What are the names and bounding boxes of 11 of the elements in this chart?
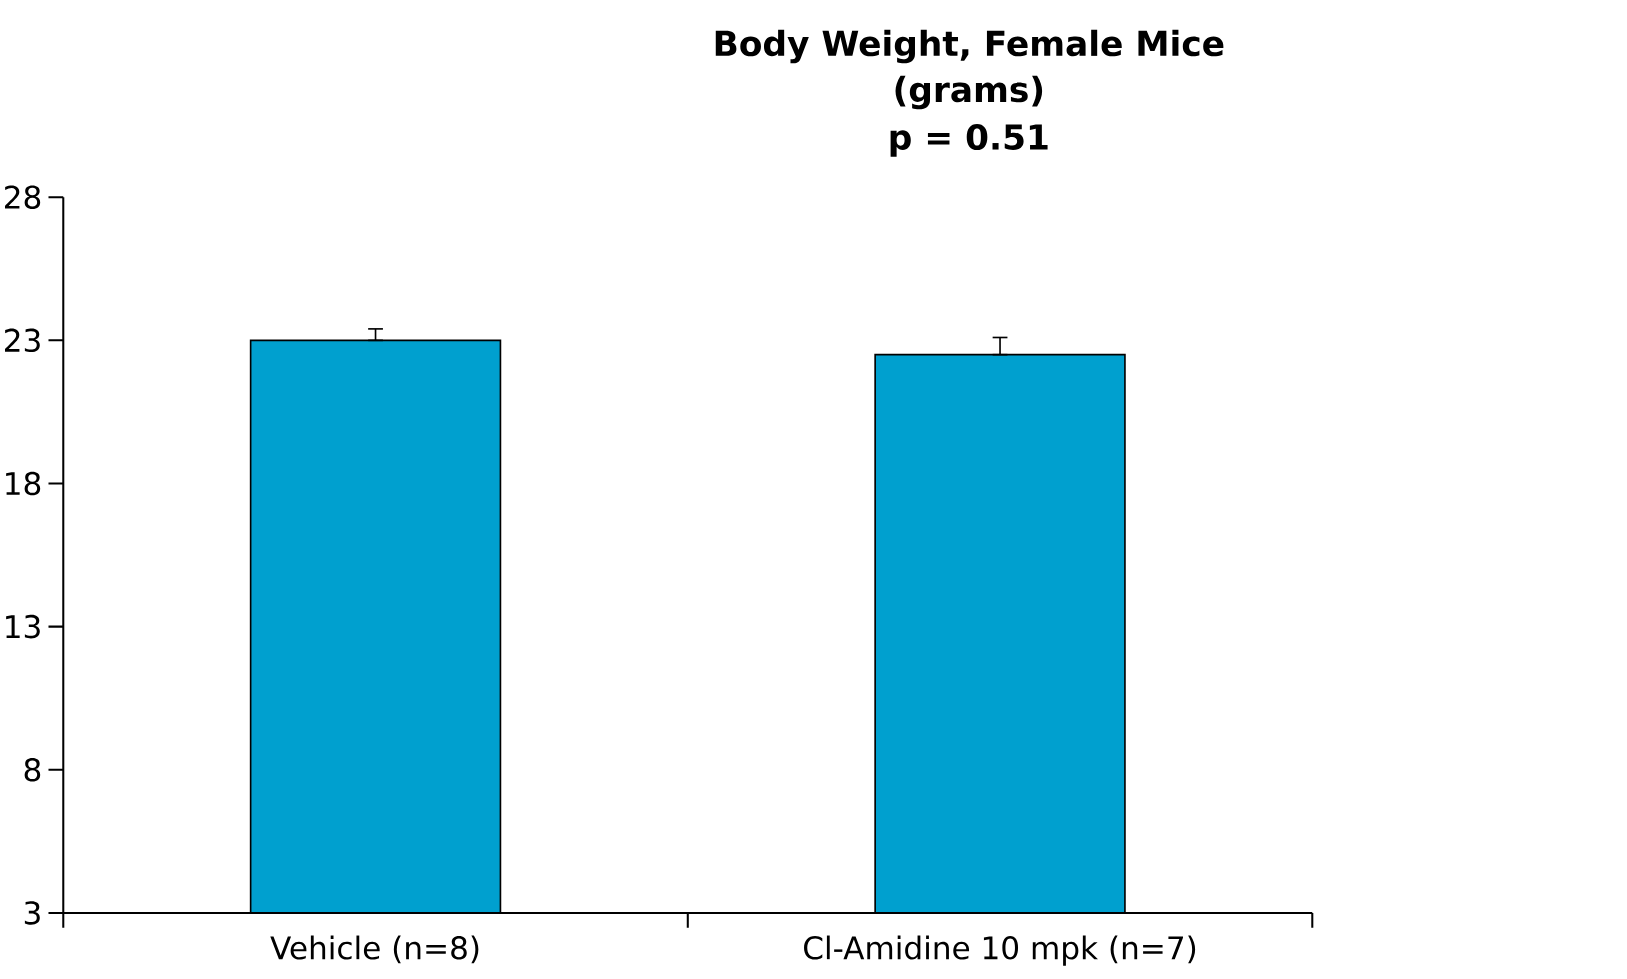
y-tick-label: 23 bbox=[5, 328, 40, 353]
y-tick-label: 18 bbox=[6, 471, 41, 496]
y-tick-label: 3 bbox=[24, 901, 40, 925]
y-tick-label: 28 bbox=[5, 185, 41, 210]
chart-subtitle: (grams) bbox=[895, 75, 1043, 110]
y-tick-label: 8 bbox=[24, 758, 41, 782]
x-tick-label: Vehicle (n=8) bbox=[270, 935, 479, 964]
chart-title: Body Weight, Female Mice bbox=[715, 29, 1224, 64]
x-tick-label: Cl-Amidine 10 mpk (n=7) bbox=[804, 935, 1196, 966]
y-tick-label: 13 bbox=[6, 615, 40, 639]
text: p = 0.51 bbox=[890, 124, 1048, 157]
